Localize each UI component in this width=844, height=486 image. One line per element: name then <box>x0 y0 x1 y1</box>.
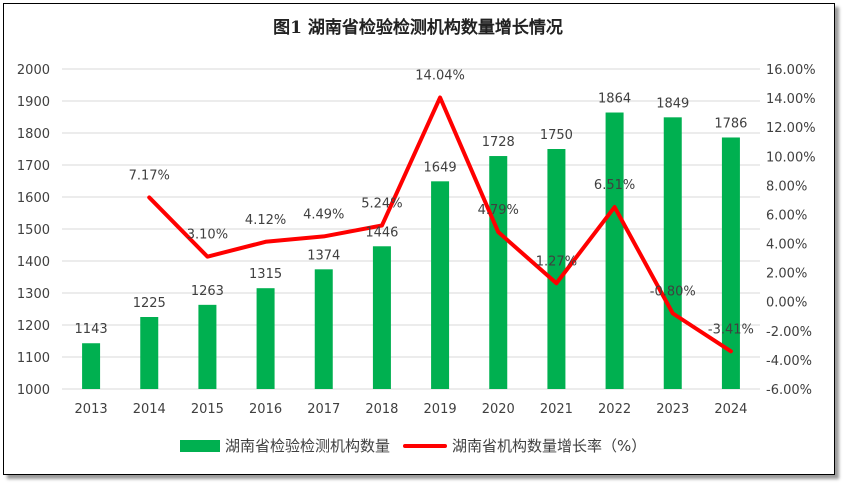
legend-bar-label: 湖南省检验检测机构数量 <box>225 437 390 455</box>
bar <box>489 156 508 389</box>
x-tick-label: 2017 <box>307 402 340 417</box>
left-tick-label: 1800 <box>17 127 50 142</box>
bar-data-label: 1849 <box>656 96 689 111</box>
line-data-label: 1.27% <box>536 254 577 269</box>
right-tick-label: 8.00% <box>766 179 807 194</box>
left-tick-label: 2000 <box>17 63 50 78</box>
x-tick-label: 2021 <box>540 402 573 417</box>
line-data-label: 5.24% <box>361 197 402 212</box>
bar-data-label: 1143 <box>75 322 108 337</box>
x-tick-label: 2013 <box>75 402 108 417</box>
bar-data-label: 1786 <box>714 116 747 131</box>
right-tick-label: -6.00% <box>766 383 812 398</box>
x-tick-label: 2019 <box>424 402 457 417</box>
line-data-label: -0.80% <box>650 284 696 299</box>
x-tick-label: 2022 <box>598 402 631 417</box>
right-tick-label: 16.00% <box>766 63 816 78</box>
x-tick-label: 2018 <box>365 402 398 417</box>
legend: 湖南省检验检测机构数量 湖南省机构数量增长率（%） <box>180 437 646 455</box>
bar <box>605 112 624 390</box>
right-tick-label: 10.00% <box>766 150 816 165</box>
bar <box>721 137 740 389</box>
bar-data-label: 1649 <box>424 160 457 175</box>
left-tick-label: 1100 <box>17 351 50 366</box>
line-data-label: 3.10% <box>187 228 228 243</box>
bar <box>198 304 217 389</box>
x-tick-label: 2015 <box>191 402 224 417</box>
bar <box>314 269 333 389</box>
line-data-label: 4.12% <box>245 213 286 228</box>
bar <box>140 317 159 389</box>
right-tick-label: 12.00% <box>766 121 816 136</box>
line-data-label: 4.79% <box>478 203 519 218</box>
legend-line-label: 湖南省机构数量增长率（%） <box>452 437 646 455</box>
chart-title: 图1 湖南省检验检测机构数量增长情况 <box>273 17 563 38</box>
growth-rate-line <box>147 95 733 354</box>
left-tick-label: 1500 <box>17 223 50 238</box>
right-tick-label: 2.00% <box>766 267 807 282</box>
right-tick-label: 4.00% <box>766 238 807 253</box>
bar-data-label: 1315 <box>249 267 282 282</box>
x-tick-label: 2020 <box>482 402 515 417</box>
left-tick-label: 1000 <box>17 383 50 398</box>
left-tick-label: 1300 <box>17 287 50 302</box>
bar-data-label: 1864 <box>598 92 631 107</box>
bar-data-label: 1750 <box>540 128 573 143</box>
line-data-label: 7.17% <box>129 168 170 183</box>
bar-data-label: 1374 <box>307 248 340 263</box>
bar <box>256 288 275 389</box>
left-tick-label: 1700 <box>17 159 50 174</box>
right-tick-label: -2.00% <box>766 325 812 340</box>
bar <box>372 246 391 389</box>
x-tick-label: 2014 <box>133 402 166 417</box>
left-tick-label: 1600 <box>17 191 50 206</box>
bar-data-label: 1446 <box>365 225 398 240</box>
line-data-label: 6.51% <box>594 178 635 193</box>
bar <box>82 343 101 389</box>
left-tick-label: 1400 <box>17 255 50 270</box>
line-data-label: -3.41% <box>708 322 754 337</box>
left-tick-label: 1900 <box>17 95 50 110</box>
left-tick-label: 1200 <box>17 319 50 334</box>
right-tick-label: -4.00% <box>766 354 812 369</box>
bar <box>547 149 566 389</box>
x-tick-label: 2016 <box>249 402 282 417</box>
x-tick-label: 2024 <box>714 402 747 417</box>
right-tick-label: 14.00% <box>766 92 816 107</box>
right-tick-label: 6.00% <box>766 208 807 223</box>
line-data-label: 14.04% <box>415 69 465 84</box>
legend-bar-swatch <box>180 440 220 452</box>
bar <box>663 117 682 389</box>
bar-data-label: 1225 <box>133 296 166 311</box>
chart-frame <box>3 3 835 475</box>
bar-data-label: 1728 <box>482 135 515 150</box>
right-tick-label: 0.00% <box>766 296 807 311</box>
bar-data-label: 1263 <box>191 284 224 299</box>
line-data-label: 4.49% <box>303 207 344 222</box>
bar <box>431 181 450 389</box>
x-tick-label: 2023 <box>656 402 689 417</box>
